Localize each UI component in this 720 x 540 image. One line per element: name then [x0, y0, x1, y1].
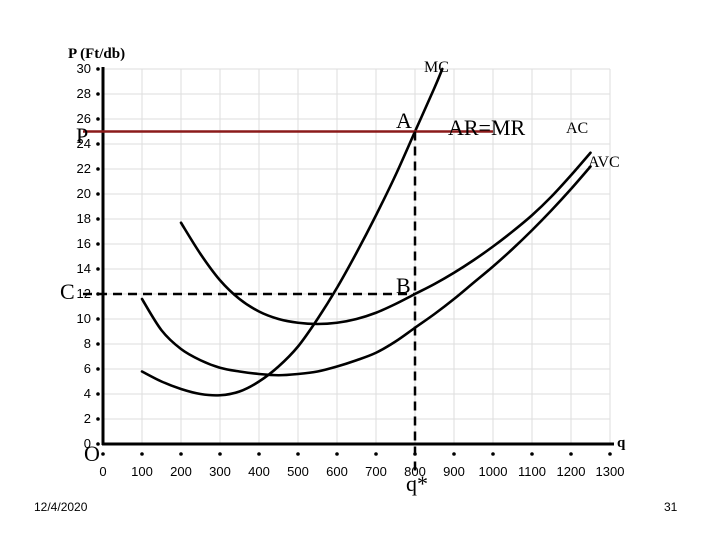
y-tick-mark — [96, 67, 100, 71]
y-tick-mark — [96, 92, 100, 96]
footer-date: 12/4/2020 — [34, 500, 88, 514]
series-avc-line — [140, 165, 592, 377]
x-tick-label: 400 — [248, 464, 270, 479]
cost-c-label: C — [60, 279, 75, 304]
x-tick-label: 1200 — [557, 464, 586, 479]
y-tick-label: 26 — [77, 111, 91, 126]
y-tick-label: 16 — [77, 236, 91, 251]
ac-label: AC — [566, 120, 588, 137]
ar-mr-label: AR=MR — [448, 115, 526, 140]
y-tick-mark — [96, 367, 100, 371]
y-tick-label: 2 — [84, 411, 91, 426]
y-tick-mark — [96, 267, 100, 271]
y-tick-label: 10 — [77, 311, 91, 326]
y-tick-mark — [96, 342, 100, 346]
x-tick-label: 1100 — [518, 464, 546, 479]
x-tick-label: 1300 — [596, 464, 625, 479]
curves — [83, 67, 592, 397]
y-tick-label: 28 — [77, 86, 91, 101]
y-tick-label: 18 — [77, 211, 91, 226]
series-ac-line — [179, 151, 592, 326]
price-p-label: P — [76, 123, 88, 148]
y-tick-mark — [96, 142, 100, 146]
x-tick-mark — [569, 452, 573, 456]
x-tick-mark — [530, 452, 534, 456]
y-tick-mark — [96, 242, 100, 246]
x-tick-mark — [257, 452, 261, 456]
x-tick-label: 0 — [99, 464, 106, 479]
y-axis-label: P (Ft/db) — [68, 46, 125, 62]
y-tick-label: 6 — [84, 361, 91, 376]
y-tick-label: 4 — [84, 386, 91, 401]
x-tick-label: 100 — [131, 464, 153, 479]
x-tick-label: 700 — [365, 464, 387, 479]
x-tick-mark — [296, 452, 300, 456]
y-tick-mark — [96, 392, 100, 396]
x-tick-mark — [608, 452, 612, 456]
series-mc-line — [140, 67, 444, 397]
y-tick-mark — [96, 317, 100, 321]
x-tick-mark — [140, 452, 144, 456]
x-tick-label: 500 — [287, 464, 309, 479]
guide-lines — [83, 131, 417, 474]
point-a-label: A — [396, 108, 412, 133]
y-tick-mark — [96, 217, 100, 221]
x-tick-label: 200 — [170, 464, 192, 479]
x-tick-mark — [101, 452, 105, 456]
y-tick-mark — [96, 167, 100, 171]
x-tick-mark — [452, 452, 456, 456]
x-tick-label: 900 — [443, 464, 465, 479]
y-tick-mark — [96, 117, 100, 121]
y-tick-mark — [96, 417, 100, 421]
y-tick-label: 0 — [84, 436, 91, 451]
x-axis-label: q — [617, 435, 626, 451]
x-tick-label: 600 — [326, 464, 348, 479]
footer-page-number: 31 — [664, 500, 678, 514]
x-tick-mark — [491, 452, 495, 456]
y-tick-label: 30 — [77, 61, 91, 76]
x-tick-mark — [218, 452, 222, 456]
x-tick-label: 1000 — [479, 464, 508, 479]
y-tick-mark — [96, 192, 100, 196]
y-tick-label: 22 — [77, 161, 91, 176]
x-tick-mark — [335, 452, 339, 456]
point-b-label: B — [396, 273, 411, 298]
x-tick-mark — [179, 452, 183, 456]
x-tick-mark — [374, 452, 378, 456]
x-tick-label: 300 — [209, 464, 231, 479]
x-tick-label: 800 — [404, 464, 426, 479]
mc-label: MC — [424, 59, 449, 76]
q-star-label: q* — [406, 471, 428, 496]
y-tick-mark — [96, 442, 100, 446]
y-tick-label: 24 — [77, 136, 91, 151]
y-tick-label: 14 — [77, 261, 91, 276]
avc-label: AVC — [588, 154, 620, 171]
axes — [101, 67, 614, 446]
x-tick-labels: 0 100 200 300 400 500 600 700 800 900 1000 1100 1200… — [99, 452, 624, 479]
y-tick-label: 8 — [84, 336, 91, 351]
y-tick-label: 20 — [77, 186, 91, 201]
origin-o-label: O — [84, 441, 100, 466]
